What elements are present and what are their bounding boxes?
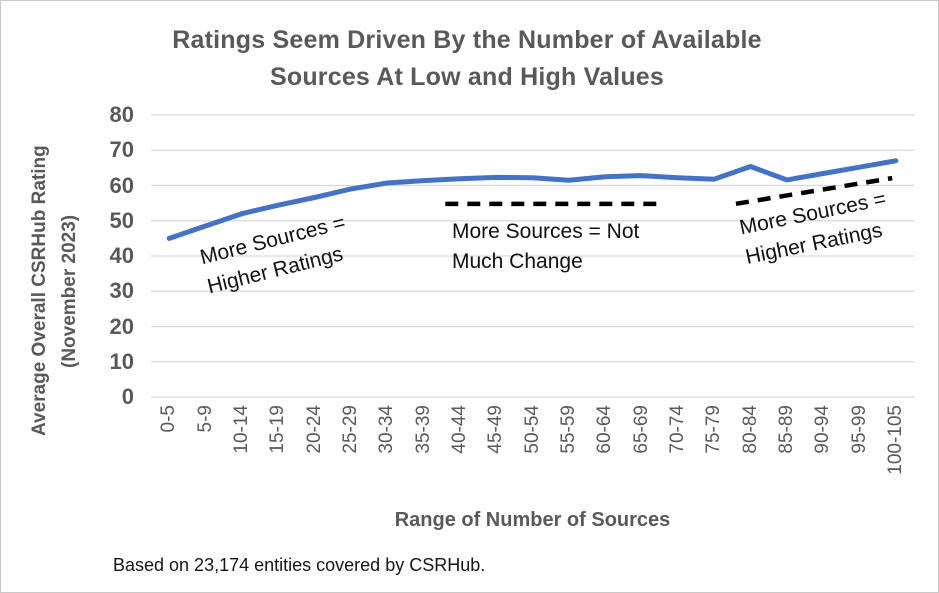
x-axis-tick-label: 10-14: [230, 405, 252, 454]
chart-footnote: Based on 23,174 entities covered by CSRH…: [113, 555, 486, 575]
trend-lines: [445, 175, 893, 207]
gridlines: [151, 114, 914, 398]
x-axis-title: Range of Number of Sources: [394, 509, 671, 531]
y-axis-tick-label: 80: [109, 102, 134, 127]
y-axis-tick-label: 50: [109, 207, 134, 233]
x-axis-tick-label: 50-54: [521, 405, 543, 454]
x-axis-tick-label: 75-79: [703, 405, 725, 454]
x-axis-tick-label: 0-5: [158, 405, 180, 433]
x-axis-tick-label: 85-89: [775, 405, 797, 454]
annotation-mid-range: More Sources = Not Much Change: [452, 217, 639, 277]
x-axis-tick-label: 45-49: [485, 405, 507, 454]
chart-title-line-1: Ratings Seem Driven By the Number of Ava…: [172, 26, 762, 54]
y-axis-tick-label: 70: [109, 137, 134, 163]
y-axis-tick-label: 10: [109, 348, 134, 374]
series-polyline: [166, 158, 899, 241]
x-axis-tick-label: 25-29: [339, 405, 361, 454]
x-axis-tick-label: 100-105: [884, 405, 906, 475]
y-axis-tick-label: 40: [109, 243, 134, 268]
y-axis-title: Average Overall CSRHub Rating (November …: [25, 101, 87, 481]
x-axis-tick-label: 65-69: [630, 405, 652, 454]
x-axis-tick-label: 90-94: [812, 405, 834, 454]
trend-dashed-line: [735, 175, 893, 207]
x-axis-tick-label: 15-19: [267, 405, 289, 454]
rating-series-line: [166, 158, 899, 241]
x-axis-tick-label: 35-39: [412, 405, 434, 454]
y-axis-tick-label: 30: [109, 278, 134, 304]
x-axis-tick-label: 80-84: [739, 405, 761, 454]
y-axis-tick-label: 20: [109, 313, 134, 339]
x-axis-tick-label: 55-59: [557, 405, 579, 454]
x-axis-tick-label: 60-64: [594, 405, 616, 454]
y-axis-title-line-1: Average Overall CSRHub Rating: [29, 145, 50, 437]
x-axis-tick-label: 70-74: [666, 405, 688, 454]
y-axis-tick-label: 0: [121, 384, 134, 409]
y-axis-title-line-2: (November 2023): [59, 214, 80, 368]
page-title: Ratings Seem Driven By the Number of Ava…: [1, 22, 933, 96]
x-axis-tick-label: 95-99: [848, 405, 870, 454]
y-axis-tick-label: 60: [109, 172, 134, 198]
annotation-mid-line-2: Much Change: [452, 250, 583, 273]
x-axis-tick-label: 20-24: [303, 405, 325, 454]
chart-title-line-2: Sources At Low and High Values: [269, 63, 665, 91]
x-axis-tick-label: 5-9: [194, 405, 216, 433]
x-axis-tick-label: 40-44: [448, 405, 470, 454]
x-axis-tick-label: 30-34: [376, 405, 398, 454]
annotation-mid-line-1: More Sources = Not: [452, 220, 640, 243]
